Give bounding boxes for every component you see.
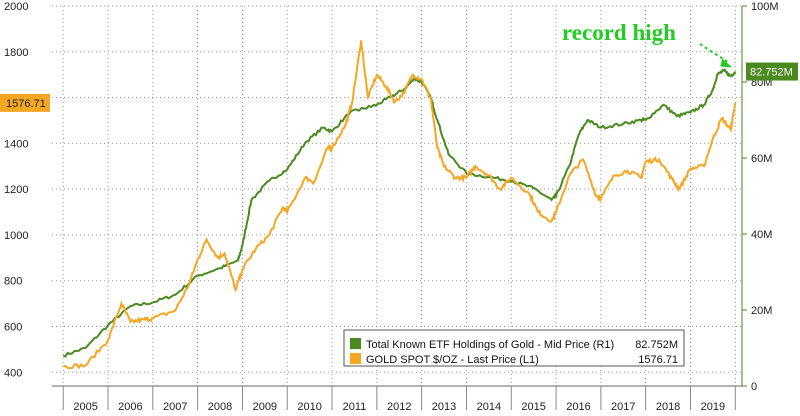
x-axis-ticks: 2005 2006 2007 2008 2009 2010 2011 2012 2013 2014… [62, 386, 736, 413]
x-tick-label: 2007 [163, 401, 187, 413]
left-axis-ticks: 400600800100012001400160018002000 [4, 1, 28, 379]
record-high-annotation: record high [562, 20, 676, 45]
x-tick-label: 2005 [73, 401, 97, 413]
record-high-arrow [699, 43, 728, 63]
legend-value-gold: 1576.71 [638, 354, 678, 366]
etf-holdings-line [62, 67, 737, 358]
series-lines [62, 40, 737, 370]
right-tick-label: 100M [751, 1, 779, 13]
legend-label-etf: Total Known ETF Holdings of Gold - Mid P… [366, 339, 614, 351]
x-tick-label: 2017 [611, 401, 635, 413]
gold-price-line [62, 40, 737, 370]
left-tick-label: 800 [4, 276, 22, 288]
record-high-arrowhead [720, 58, 733, 68]
etf-last-value-badge: 82.752M [746, 62, 798, 81]
x-tick-label: 2019 [701, 401, 725, 413]
left-tick-label: 1200 [4, 184, 28, 196]
right-tick-label: 20M [751, 305, 772, 317]
x-tick-label: 2009 [253, 401, 277, 413]
left-tick-label: 400 [4, 367, 22, 379]
x-tick-label: 2018 [656, 401, 680, 413]
left-tick-label: 1400 [4, 138, 28, 150]
legend-value-etf: 82.752M [635, 339, 678, 351]
legend-label-gold: GOLD SPOT $/OZ - Last Price (L1) [366, 354, 539, 366]
x-tick-label: 2015 [521, 401, 545, 413]
gold-last-price-badge: 1576.71 [0, 93, 50, 112]
x-tick-label: 2013 [432, 401, 456, 413]
x-tick-label: 2011 [343, 401, 367, 413]
x-tick-label: 2008 [208, 401, 232, 413]
gold-last-price-label: 1576.71 [6, 98, 46, 110]
left-tick-label: 600 [4, 321, 22, 333]
right-tick-label: 60M [751, 153, 772, 165]
etf-last-value-label: 82.752M [750, 67, 793, 79]
x-tick-label: 2012 [387, 401, 411, 413]
left-tick-label: 1800 [4, 47, 28, 59]
legend-swatch-etf [350, 338, 361, 349]
left-tick-label: 2000 [4, 1, 28, 13]
legend-swatch-gold [350, 353, 361, 364]
left-tick-label: 1000 [4, 230, 28, 242]
legend: Total Known ETF Holdings of Gold - Mid P… [343, 329, 685, 367]
right-tick-label: 0 [751, 381, 757, 393]
x-tick-label: 2006 [118, 401, 142, 413]
x-tick-label: 2016 [566, 401, 590, 413]
x-tick-label: 2014 [477, 401, 501, 413]
x-tick-label: 2010 [297, 401, 321, 413]
gridlines [52, 5, 742, 386]
right-tick-label: 40M [751, 229, 772, 241]
